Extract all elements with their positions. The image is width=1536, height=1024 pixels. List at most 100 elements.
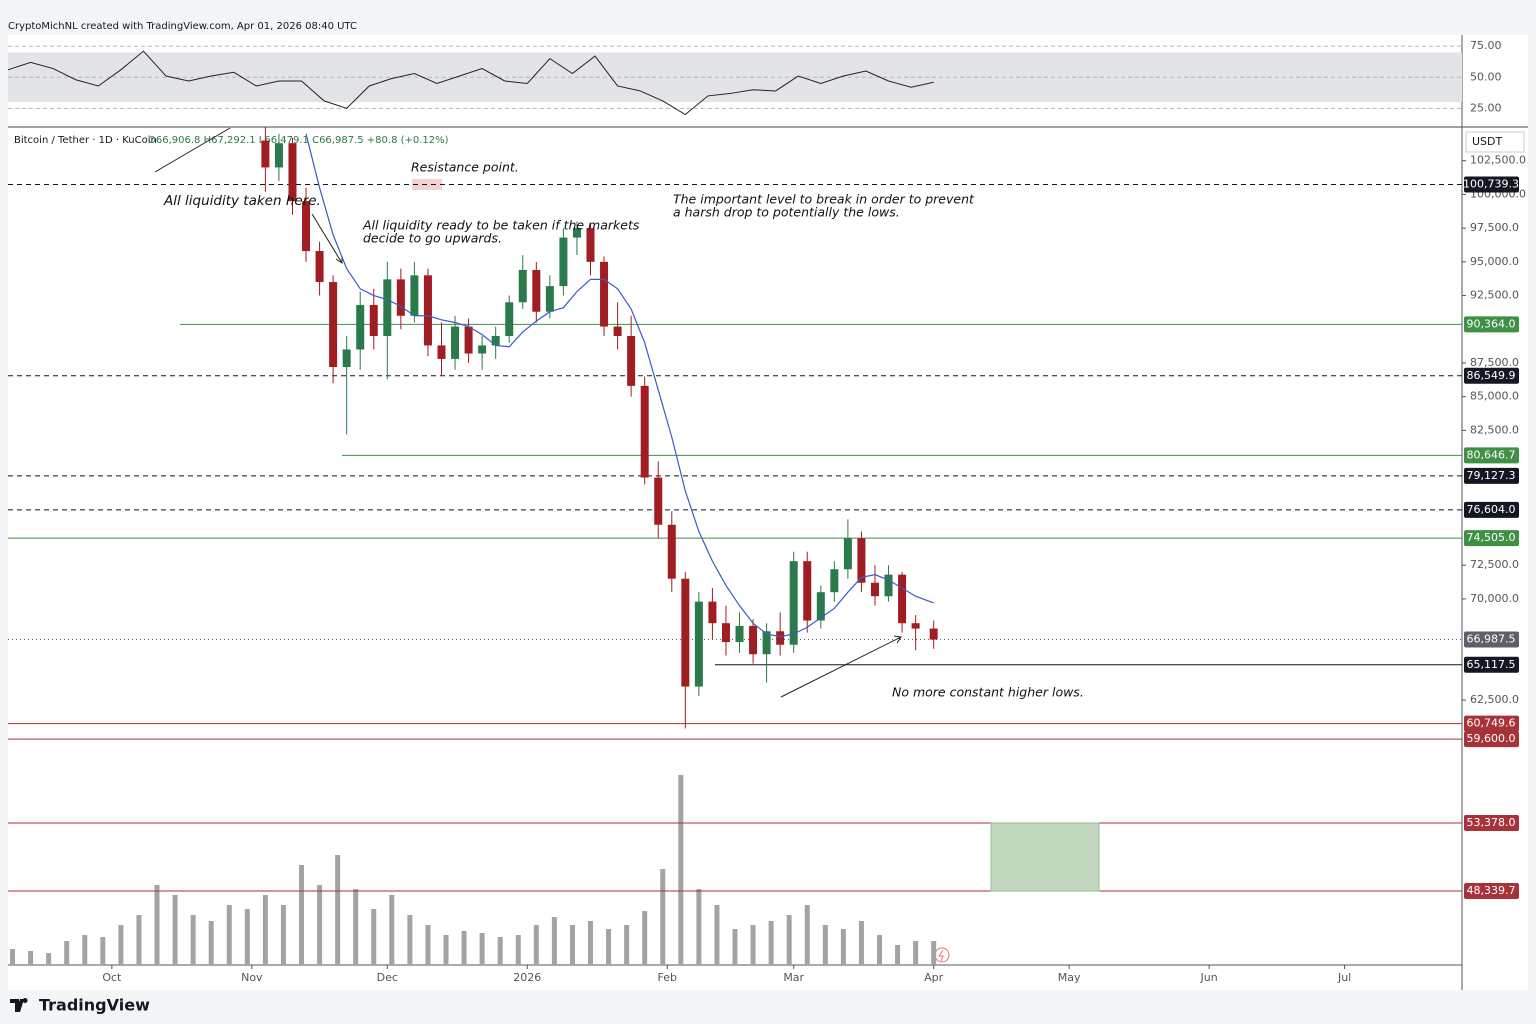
candle-body xyxy=(776,631,785,645)
volume-bar xyxy=(714,905,720,965)
level-label: 60,749.6 xyxy=(1467,717,1516,730)
annotation: Resistance point. xyxy=(411,160,519,175)
volume-bar xyxy=(389,895,395,965)
level-label: 74,505.0 xyxy=(1467,531,1516,544)
candle-body xyxy=(857,538,866,583)
candle-body xyxy=(396,279,405,316)
volume-bar xyxy=(10,949,16,965)
level-label: 59,600.0 xyxy=(1467,732,1516,745)
volume-bar xyxy=(317,885,323,965)
level-label: 48,339.7 xyxy=(1467,884,1516,897)
volume-bar xyxy=(280,905,286,965)
candle-body xyxy=(803,561,812,621)
candle-body xyxy=(478,345,487,354)
volume-bar xyxy=(840,929,846,965)
volume-bar xyxy=(443,935,449,965)
symbol: Bitcoin / Tether · 1D · KuCoin xyxy=(14,135,157,146)
volume-bar xyxy=(154,885,160,965)
candles xyxy=(261,127,938,729)
candle-body xyxy=(451,326,460,359)
candle-body xyxy=(749,625,758,655)
level-label-box xyxy=(1464,715,1519,732)
arrow xyxy=(311,213,343,264)
volume-bar xyxy=(461,931,467,965)
x-tick-label: Dec xyxy=(377,971,398,984)
candle-body xyxy=(437,345,446,359)
level-label-box xyxy=(1464,882,1519,899)
candle-body xyxy=(356,304,365,350)
level-label-box xyxy=(1464,631,1519,648)
candle-body xyxy=(518,269,527,303)
volume-bar xyxy=(100,937,106,965)
x-tick-label: Jun xyxy=(1200,971,1218,984)
volume-bar xyxy=(262,895,268,965)
rsi-tick-label: 75.00 xyxy=(1470,39,1502,52)
candle-body xyxy=(870,582,879,597)
currency: USDT xyxy=(1472,135,1503,148)
currency-box[interactable] xyxy=(1465,131,1525,153)
candle-body xyxy=(898,574,907,624)
volume-bar xyxy=(660,869,666,965)
chart-area xyxy=(8,35,1528,990)
volume-bar xyxy=(642,911,648,965)
annotation: decide to go upwards. xyxy=(363,231,502,246)
volume-bar xyxy=(515,935,521,965)
volume-bar xyxy=(876,935,882,965)
level-label: 76,604.0 xyxy=(1467,503,1516,516)
level-label-box xyxy=(1464,367,1519,384)
level-label-box xyxy=(1464,501,1519,518)
volume-bar xyxy=(28,951,34,965)
volume-bar xyxy=(858,921,864,965)
candle-body xyxy=(288,143,297,202)
rsi-tick-label: 25.00 xyxy=(1470,101,1502,114)
candle-body xyxy=(654,477,663,525)
moving-average xyxy=(305,133,934,638)
candle-body xyxy=(545,286,554,312)
y-tick-label: 95,000.0 xyxy=(1470,255,1519,268)
candle-body xyxy=(721,623,730,643)
annotation: All liquidity ready to be taken if the m… xyxy=(362,218,640,233)
volume-bar xyxy=(931,941,937,965)
candle-body xyxy=(586,228,595,262)
candle-body xyxy=(329,282,338,368)
x-tick-label: Jul xyxy=(1337,971,1351,984)
volume-bar xyxy=(407,915,413,965)
level-label: 90,364.0 xyxy=(1467,317,1516,330)
candle-body xyxy=(613,326,622,336)
level-label: 53,378.0 xyxy=(1467,816,1516,829)
volume-bar xyxy=(732,929,738,965)
x-tick-label: Apr xyxy=(924,971,944,984)
volume-bar xyxy=(226,905,232,965)
y-tick-label: 97,500.0 xyxy=(1470,221,1519,234)
level-label: 100,739.3 xyxy=(1463,177,1519,190)
arrow-head xyxy=(893,635,902,644)
candle-body xyxy=(816,592,825,621)
volume-bar xyxy=(822,925,828,965)
volume-bar xyxy=(46,953,52,965)
ohlc: O66,906.8 H67,292.1 L66,479.1 C66,987.5 … xyxy=(148,135,449,146)
volume-bar xyxy=(750,925,756,965)
credit: CryptoMichNL created with TradingView.co… xyxy=(8,21,357,32)
candle-body xyxy=(640,385,649,478)
candle-body xyxy=(369,304,378,336)
volume-bar xyxy=(208,921,214,965)
volume-bar xyxy=(624,925,630,965)
y-tick-label: 62,500.0 xyxy=(1470,693,1519,706)
candle-body xyxy=(383,279,392,336)
candle-body xyxy=(505,302,514,336)
event-icon[interactable] xyxy=(934,947,950,963)
annotation-arrows xyxy=(154,127,902,698)
level-label-box xyxy=(1464,731,1519,748)
volume-bar xyxy=(371,909,377,965)
volume-bar xyxy=(425,925,431,965)
volume-bar xyxy=(335,855,341,965)
rsi-line xyxy=(7,50,934,116)
volume-bar xyxy=(678,775,684,965)
x-tick-label: Mar xyxy=(783,971,804,984)
volume-bar xyxy=(606,929,612,965)
candle-body xyxy=(302,201,311,252)
arrow xyxy=(780,636,902,698)
y-tick-label: 102,500.0 xyxy=(1470,154,1526,167)
logo[interactable]: TradingView xyxy=(10,996,150,1015)
level-label: 79,127.3 xyxy=(1467,469,1516,482)
